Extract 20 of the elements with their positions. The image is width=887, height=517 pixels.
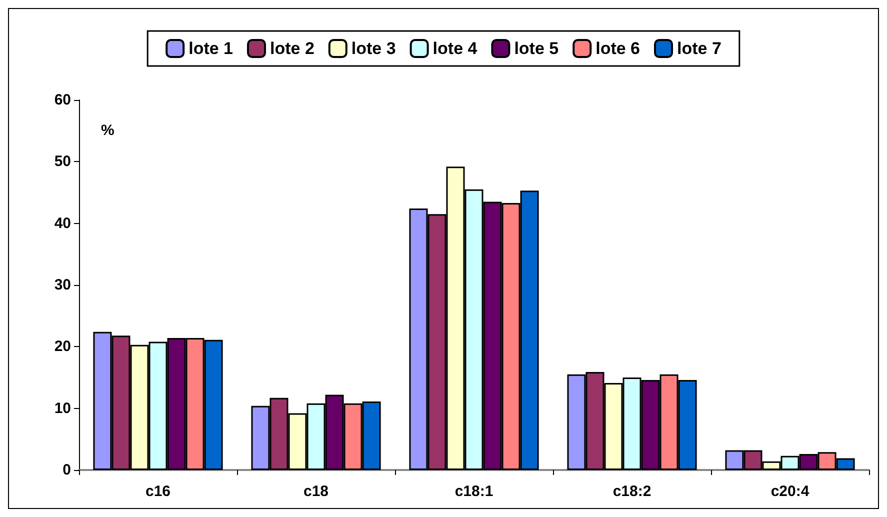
y-axis-title: % [101, 122, 114, 139]
legend-label: lote 3 [351, 39, 396, 58]
y-tick-label: 50 [54, 153, 71, 170]
legend-label: lote 7 [677, 39, 722, 58]
x-tick-label: c18:2 [612, 483, 652, 500]
x-tick-label: c18:1 [454, 483, 494, 500]
y-tick-label: 0 [62, 462, 71, 478]
y-tick-label: 60 [54, 92, 71, 108]
y-tick-label: 40 [54, 214, 71, 232]
y-tick-label: 20 [54, 338, 71, 356]
y-tick-label: 30 [54, 276, 71, 294]
y-tick-label: 10 [54, 400, 71, 417]
x-tick-label: c20:4 [770, 483, 810, 500]
legend-label: lote 2 [270, 39, 314, 58]
legend-label: lote 6 [596, 39, 640, 58]
legend-label: lote 5 [514, 39, 559, 58]
legend-label: lote 4 [432, 39, 478, 58]
legend-label: lote 1 [188, 39, 234, 58]
x-tick-label: c18 [303, 483, 329, 500]
x-tick-label: c16 [145, 483, 171, 500]
